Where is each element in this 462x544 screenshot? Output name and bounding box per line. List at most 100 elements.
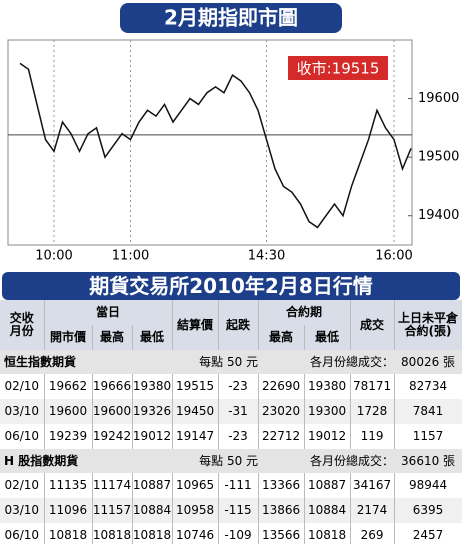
cell: 19300 <box>304 399 351 424</box>
header-cell: 開市價 <box>44 325 93 350</box>
cell: 19380 <box>132 374 173 399</box>
cell: 13866 <box>258 498 305 523</box>
cell: -115 <box>218 498 259 523</box>
header-cell: 最高 <box>92 325 133 350</box>
x-tick-label: 10:00 <box>35 249 72 264</box>
cell: 10818 <box>132 523 173 544</box>
cell: 19242 <box>92 424 133 449</box>
cell: 10818 <box>304 523 351 544</box>
cell: 13366 <box>258 473 305 498</box>
cell: 19239 <box>44 424 93 449</box>
cell: 82734 <box>394 374 462 399</box>
row: 06/10 19239 19242 19012 19147 -23 22712 19012 11… <box>0 424 462 449</box>
cell: 1728 <box>350 399 395 424</box>
cell: 10746 <box>172 523 219 544</box>
section-total: 36610 張 <box>394 449 462 473</box>
section-total-label: 各月份總成交： <box>258 449 395 473</box>
price-line <box>19 62 412 229</box>
cell: 02/10 <box>0 473 45 498</box>
table: 交收 月份 當日 結算價 起跌 合約期 成交 上日未平倉 合約(張) 開市價 最高 最低 最高 最低恒… <box>0 300 462 544</box>
cell: 11135 <box>44 473 93 498</box>
cell: 03/10 <box>0 399 45 424</box>
header-cell: 最低 <box>132 325 173 350</box>
row: 恒生指數期貨 每點 50 元各月份總成交： 80026 張 <box>0 350 462 374</box>
cell: 10965 <box>172 473 219 498</box>
cell: 13566 <box>258 523 305 544</box>
row: H 股指數期貨 每點 50 元各月份總成交： 36610 張 <box>0 449 462 473</box>
header-cell: 起跌 <box>218 300 259 350</box>
cell: 19662 <box>44 374 93 399</box>
annotation: 收市:19515 <box>297 60 380 78</box>
section-total: 80026 張 <box>394 350 462 374</box>
cell: 06/10 <box>0 424 45 449</box>
header-cell: 合約期 <box>258 300 351 325</box>
cell: 19450 <box>172 399 219 424</box>
cell: 10884 <box>132 498 173 523</box>
cell: 06/10 <box>0 523 45 544</box>
cell: 78171 <box>350 374 395 399</box>
cell: 10884 <box>304 498 351 523</box>
cell: 19326 <box>132 399 173 424</box>
row: 02/10 11135 11174 10887 10965 -111 13366 10887 3… <box>0 473 462 498</box>
cell: 269 <box>350 523 395 544</box>
header-cell: 上日未平倉 合約(張) <box>394 300 462 350</box>
cell: -31 <box>218 399 259 424</box>
cell: 2457 <box>394 523 462 544</box>
cell: 10887 <box>132 473 173 498</box>
header-cell: 結算價 <box>172 300 219 350</box>
table-title: 期貨交易所2010年2月8日行情 <box>2 272 460 300</box>
y-tick-label: 19500 <box>418 150 459 165</box>
row: 交收 月份 當日 結算價 起跌 合約期 成交 上日未平倉 合約(張) <box>0 300 462 350</box>
cell: 22712 <box>258 424 305 449</box>
cell: 10958 <box>172 498 219 523</box>
cell: 19380 <box>304 374 351 399</box>
cell: 119 <box>350 424 395 449</box>
section-total-label: 各月份總成交： <box>258 350 395 374</box>
cell: 2174 <box>350 498 395 523</box>
cell: 19012 <box>132 424 173 449</box>
x-tick-label: 16:00 <box>375 249 412 264</box>
cell: -23 <box>218 424 259 449</box>
cell: -111 <box>218 473 259 498</box>
section-unit: 每點 50 元 <box>132 350 259 374</box>
cell: 03/10 <box>0 498 45 523</box>
cell: 98944 <box>394 473 462 498</box>
cell: 10818 <box>44 523 93 544</box>
chart-title: 2月期指即市圖 <box>164 6 298 30</box>
row: 06/10 10818 10818 10818 10746 -109 13566 10818 2… <box>0 523 462 544</box>
cell: 1157 <box>394 424 462 449</box>
cell: 02/10 <box>0 374 45 399</box>
cell: 11157 <box>92 498 133 523</box>
cell: 10818 <box>92 523 133 544</box>
cell: 11174 <box>92 473 133 498</box>
cell: -23 <box>218 374 259 399</box>
x-tick-label: 11:00 <box>112 249 149 264</box>
cell: 19666 <box>92 374 133 399</box>
chart: 2月期指即市圖 收市:19515 19400 19500 19600 10:00 11:… <box>7 3 459 264</box>
cell: 19147 <box>172 424 219 449</box>
header-cell: 當日 <box>44 300 173 325</box>
row: 03/10 11096 11157 10884 10958 -115 13866 10884 2… <box>0 498 462 523</box>
title-box <box>120 3 342 33</box>
header-cell: 最高 <box>258 325 305 350</box>
section-name: 恒生指數期貨 <box>0 350 132 374</box>
cell: 6395 <box>394 498 462 523</box>
section-unit: 每點 50 元 <box>132 449 259 473</box>
cell: 23020 <box>258 399 305 424</box>
header-cell: 成交 <box>350 300 395 350</box>
x-tick-label: 14:30 <box>248 249 285 264</box>
cell: 19600 <box>44 399 93 424</box>
cell: 22690 <box>258 374 305 399</box>
cell: 19600 <box>92 399 133 424</box>
row: 02/10 19662 19666 19380 19515 -23 22690 19380 78… <box>0 374 462 399</box>
row: 開市價 最高 最低 最高 最低 <box>0 325 462 350</box>
cell: 7841 <box>394 399 462 424</box>
cell: 19515 <box>172 374 219 399</box>
header-cell: 最低 <box>304 325 351 350</box>
y-tick-label: 19600 <box>418 91 459 106</box>
row: 03/10 19600 19600 19326 19450 -31 23020 19300 17… <box>0 399 462 424</box>
cell: 10887 <box>304 473 351 498</box>
cell: 19012 <box>304 424 351 449</box>
cell: -109 <box>218 523 259 544</box>
